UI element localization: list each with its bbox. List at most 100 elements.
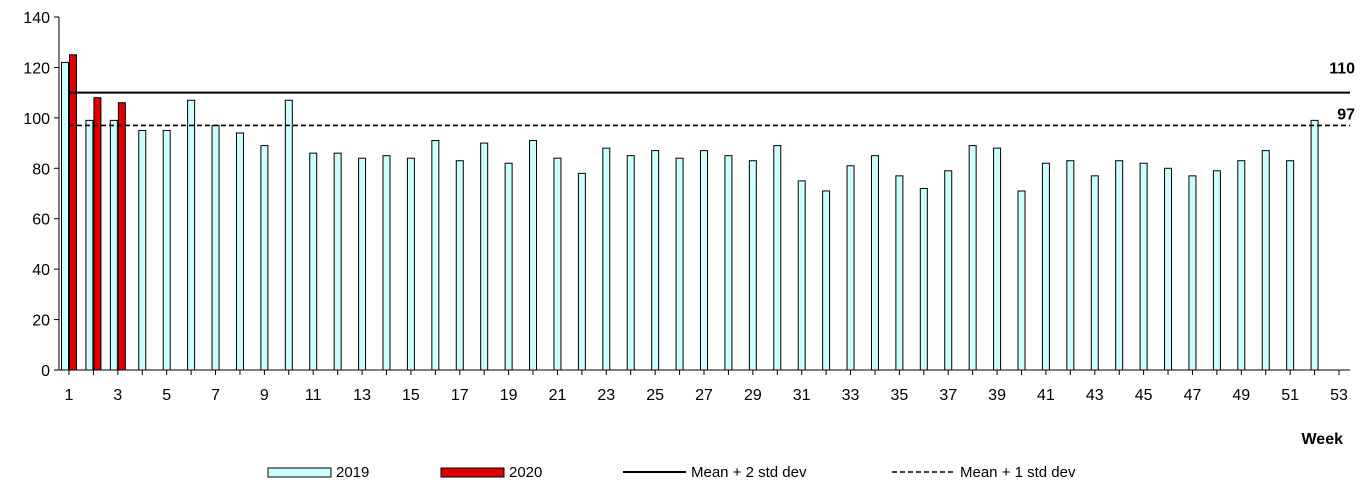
bar-2019 [724, 155, 733, 371]
y-tick-label: 20 [32, 313, 50, 330]
bar-2019 [577, 172, 586, 371]
x-tick-label: 21 [549, 387, 567, 404]
bar-2019 [944, 170, 953, 371]
bar-2019 [358, 157, 367, 371]
x-tick-label: 11 [305, 387, 322, 404]
x-tick-label: 29 [744, 387, 762, 404]
bar-2019 [284, 99, 293, 371]
y-tick-label: 140 [23, 10, 50, 27]
x-tick-label: 35 [890, 387, 908, 404]
bar-2019 [602, 147, 611, 371]
bar-2019 [138, 129, 147, 371]
bar-2019 [1115, 160, 1124, 371]
x-tick-label: 25 [646, 387, 664, 404]
bar-2019 [1261, 150, 1270, 371]
x-tick-label: 23 [597, 387, 615, 404]
bar-2019 [1017, 190, 1026, 371]
bar-2019 [651, 150, 660, 371]
bar-2019 [1090, 175, 1099, 371]
x-tick-label: 1 [65, 387, 74, 404]
legend: 2019 2020 Mean + 2 std dev Mean + 1 std dev [267, 464, 1076, 481]
x-tick-label: 27 [695, 387, 713, 404]
bar-2019 [1286, 160, 1295, 371]
x-tick-label: 5 [162, 387, 171, 404]
bar-2019 [700, 150, 708, 371]
bar-2020 [69, 54, 77, 371]
bar-2020 [93, 97, 102, 371]
x-tick-label: 13 [353, 387, 371, 404]
x-tick-label: 37 [939, 387, 957, 404]
bar-2019 [993, 147, 1002, 371]
bar-2019 [553, 157, 562, 371]
bar-2019 [455, 160, 464, 371]
bar-2019 [626, 155, 635, 371]
bar-2019 [431, 140, 440, 371]
bar-2019 [675, 157, 684, 371]
x-tick-label: 49 [1232, 387, 1250, 404]
bar-2019 [919, 187, 928, 371]
bar-2019 [235, 132, 244, 371]
reference-lines: 110 97 [69, 61, 1355, 127]
bar-2019 [846, 165, 855, 371]
y-tick-label: 80 [32, 161, 50, 178]
bar-2019 [1139, 162, 1148, 371]
y-tick-label: 40 [32, 262, 50, 279]
bar-2019 [748, 160, 757, 371]
legend-label-1sd: Mean + 1 std dev [960, 464, 1076, 481]
x-tick-label: 33 [842, 387, 860, 404]
x-tick-label: 9 [260, 387, 269, 404]
x-tick-label: 19 [500, 387, 518, 404]
x-tick-label: 15 [402, 387, 420, 404]
bar-2019 [1188, 175, 1197, 371]
x-tick-label: 31 [793, 387, 811, 404]
bar-2019 [309, 152, 318, 371]
x-tick-label: 53 [1330, 387, 1348, 404]
y-tick-label: 60 [32, 212, 50, 229]
chart-bars [61, 54, 1319, 371]
bar-2019 [1237, 160, 1246, 371]
bar-2019 [480, 142, 489, 371]
bar-2019 [382, 155, 391, 371]
y-tick-label: 100 [23, 111, 50, 128]
bar-2019 [333, 152, 342, 371]
bar-2019 [504, 162, 513, 371]
x-axis-title: Week [1301, 431, 1343, 448]
x-tick-label: 47 [1184, 387, 1202, 404]
x-tick-label: 17 [451, 387, 469, 404]
x-tick-label: 45 [1135, 387, 1153, 404]
legend-label-2020: 2020 [509, 464, 542, 481]
bar-2019 [1041, 162, 1050, 371]
bar-2019 [822, 190, 831, 371]
bar-2019 [1164, 167, 1173, 371]
y-tick-label: 0 [41, 363, 50, 380]
x-tick-label: 3 [113, 387, 122, 404]
mean-plus-1sd-label: 97 [1337, 106, 1355, 123]
bar-2019 [406, 157, 415, 371]
bar-2019 [773, 145, 782, 371]
bar-2019 [1310, 119, 1319, 371]
bar-2019 [260, 145, 269, 371]
bar-2019 [85, 119, 94, 371]
bar-2019 [529, 140, 538, 371]
bar-2019 [61, 61, 69, 371]
mean-plus-2sd-label: 110 [1329, 61, 1355, 78]
bar-2019 [968, 145, 977, 371]
bar-2020 [117, 102, 126, 371]
x-tick-label: 41 [1037, 387, 1055, 404]
legend-label-2sd: Mean + 2 std dev [691, 464, 807, 481]
bar-2019 [187, 99, 196, 371]
y-tick-label: 120 [23, 60, 50, 77]
x-tick-label: 7 [211, 387, 220, 404]
bar-2019 [895, 175, 904, 371]
bar-2019 [211, 124, 220, 371]
bar-2019 [162, 129, 171, 371]
x-tick-label: 43 [1086, 387, 1104, 404]
legend-swatch-2020 [440, 467, 505, 478]
x-tick-label: 51 [1281, 387, 1299, 404]
bar-2019 [870, 155, 879, 371]
bar-2019 [1212, 170, 1221, 371]
legend-label-2019: 2019 [336, 464, 369, 481]
legend-swatch-2019 [267, 467, 332, 478]
